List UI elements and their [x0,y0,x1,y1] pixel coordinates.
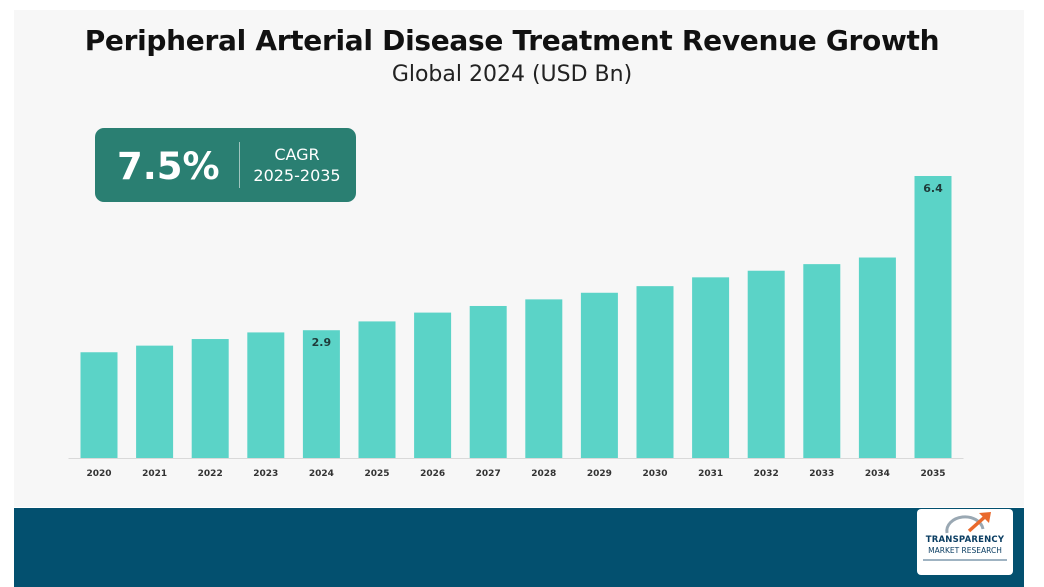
logo: TRANSPARENCY MARKET RESEARCH [917,509,1013,575]
cagr-value: 7.5% [117,145,220,188]
bar-2028 [525,299,563,458]
data-labels: 2.9 6.4 [312,182,943,349]
x-tick-labels: 2020 2021 2022 2023 2024 2025 2026 2027 2028 2029… [86,469,945,479]
x-tick-label-2030: 2030 [642,469,667,479]
footer-band [14,508,1024,587]
bar-2029 [580,292,618,458]
x-tick-label-2026: 2026 [420,469,445,479]
logo-arrow-icon [945,512,991,534]
bar-2030 [636,286,674,458]
cagr-label-line2: 2025-2035 [253,166,341,185]
cagr-label: CAGR 2025-2035 [247,144,347,186]
chart-subtitle: Global 2024 (USD Bn) [391,62,633,87]
bar-2031 [692,277,730,458]
bar-2033 [803,264,841,458]
bar-2021 [136,345,174,458]
x-tick-label-2027: 2027 [476,469,501,479]
bars-group [80,176,952,458]
cagr-badge: 7.5% CAGR 2025-2035 [95,128,356,202]
x-tick-label-2032: 2032 [754,469,779,479]
data-label-2024: 2.9 [312,336,332,349]
x-tick-label-2033: 2033 [809,469,834,479]
chart-card [14,10,1024,507]
logo-divider [923,559,1007,561]
x-tick-label-2020: 2020 [86,469,111,479]
x-tick-label-2028: 2028 [531,469,556,479]
x-tick-label-2021: 2021 [142,469,167,479]
x-tick-label-2022: 2022 [198,469,223,479]
cagr-divider [239,142,240,188]
x-tick-label-2023: 2023 [253,469,278,479]
bar-2024 [302,330,340,458]
bar-2023 [247,332,285,458]
data-label-2035: 6.4 [923,182,943,195]
bar-2025 [358,321,396,458]
logo-text-line1: TRANSPARENCY [925,535,1005,545]
x-tick-label-2025: 2025 [364,469,389,479]
bar-2027 [469,305,507,458]
x-tick-label-2031: 2031 [698,469,723,479]
bar-2022 [191,339,229,458]
x-tick-label-2034: 2034 [865,469,890,479]
bar-2032 [747,270,785,458]
bar-2020 [80,352,118,458]
bar-2035 [914,176,952,458]
bar-2034 [858,257,896,458]
chart-title: Peripheral Arterial Disease Treatment Re… [84,24,940,57]
x-tick-label-2024: 2024 [309,469,334,479]
x-tick-label-2035: 2035 [920,469,945,479]
cagr-label-line1: CAGR [274,145,320,164]
logo-text-line2: MARKET RESEARCH [928,546,1002,555]
bar-2026 [414,312,452,458]
x-tick-label-2029: 2029 [587,469,612,479]
